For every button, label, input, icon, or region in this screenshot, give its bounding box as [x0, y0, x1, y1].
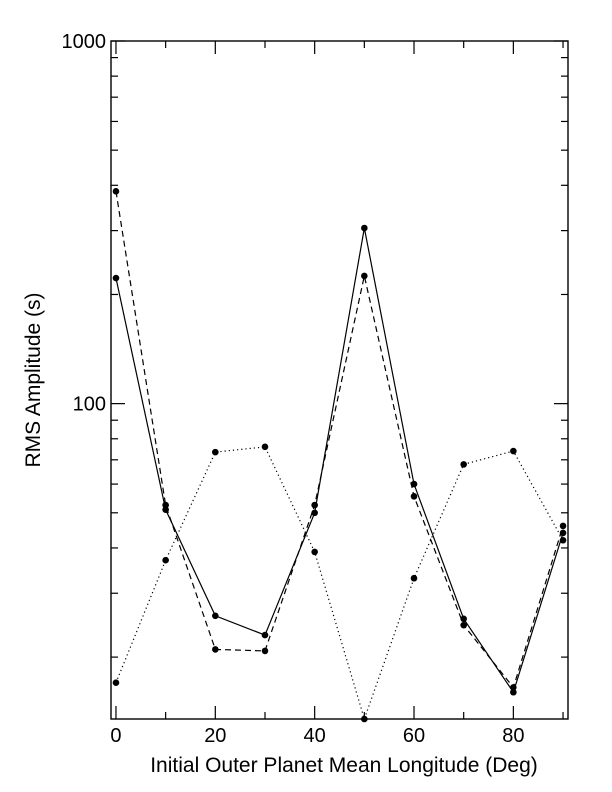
data-point-dotted [311, 548, 318, 556]
x-tick-label: 0 [110, 725, 121, 747]
plot-frame [110, 40, 569, 720]
data-point-dashed [410, 493, 418, 500]
data-point-solid [361, 224, 368, 232]
data-point-dashed [361, 272, 368, 280]
axis-ticks [111, 40, 568, 719]
y-tick-label: 100 [73, 394, 106, 416]
data-point-dashed [311, 501, 318, 509]
data-point-dotted [261, 443, 269, 451]
tick-labels: 0 20 40 60 80 100 1000 [62, 31, 525, 747]
data-points [112, 188, 567, 723]
series-line-dotted [115, 446, 564, 721]
data-point-dotted [112, 679, 120, 686]
y-axis-title: RMS Amplitude (s) [22, 292, 45, 467]
data-point-dotted [212, 448, 219, 456]
data-point-solid [162, 506, 169, 513]
data-point-dashed [460, 621, 467, 629]
data-point-solid [212, 612, 219, 620]
data-point-dashed [162, 501, 169, 509]
data-point-solid [410, 480, 418, 488]
data-point-solid [112, 274, 120, 282]
data-point-dashed [559, 522, 567, 530]
plot-frame-group [110, 40, 569, 720]
data-point-solid [559, 529, 567, 537]
x-tick-label: 20 [204, 725, 226, 747]
x-tick-label: 80 [502, 725, 524, 747]
x-axis-title: Initial Outer Planet Mean Longitude (Deg… [150, 754, 538, 777]
data-point-dashed [510, 684, 517, 691]
data-point-dashed [112, 188, 120, 195]
x-tick-label: 40 [304, 725, 326, 747]
data-point-dotted [410, 574, 418, 582]
x-tick-label: 60 [403, 725, 425, 747]
series-lines [115, 191, 564, 721]
data-point-dashed [212, 646, 219, 653]
data-point-dotted [361, 715, 368, 723]
series-line-solid [115, 227, 564, 694]
data-point-dashed [261, 647, 269, 655]
series-line-dashed [115, 191, 564, 689]
data-point-solid [510, 688, 517, 696]
data-point-dotted [162, 556, 169, 564]
data-point-dotted [460, 461, 467, 468]
data-point-dotted [559, 536, 567, 544]
data-point-solid [311, 509, 318, 517]
data-point-solid [261, 631, 269, 639]
data-point-solid [460, 615, 467, 623]
y-tick-label: 1000 [62, 31, 107, 53]
data-point-dotted [510, 447, 517, 455]
